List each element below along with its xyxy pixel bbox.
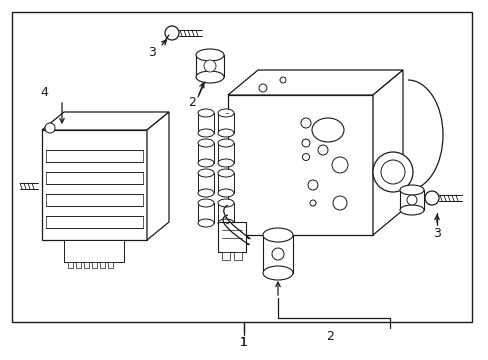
Ellipse shape — [218, 169, 234, 177]
Ellipse shape — [218, 109, 234, 117]
Ellipse shape — [218, 189, 234, 197]
Bar — [198, 173, 214, 193]
Ellipse shape — [198, 109, 214, 117]
Text: 1: 1 — [240, 336, 247, 348]
Ellipse shape — [271, 248, 284, 260]
Bar — [227, 95, 372, 235]
Text: 4: 4 — [40, 86, 48, 99]
Circle shape — [307, 180, 317, 190]
Ellipse shape — [399, 205, 423, 215]
Polygon shape — [227, 70, 402, 95]
Circle shape — [259, 84, 266, 92]
Bar — [46, 172, 142, 184]
Circle shape — [45, 123, 55, 133]
Circle shape — [302, 153, 309, 161]
Ellipse shape — [218, 219, 234, 227]
Text: 3: 3 — [148, 45, 156, 59]
Ellipse shape — [399, 185, 423, 195]
Bar — [42, 130, 147, 240]
Bar — [218, 222, 245, 252]
Circle shape — [331, 157, 347, 173]
Bar — [46, 216, 142, 228]
Ellipse shape — [198, 189, 214, 197]
Ellipse shape — [263, 266, 292, 280]
Bar — [46, 194, 142, 206]
Polygon shape — [372, 70, 402, 235]
Bar — [218, 143, 234, 163]
Circle shape — [424, 191, 438, 205]
Bar — [198, 143, 214, 163]
Bar — [218, 173, 234, 193]
Circle shape — [301, 118, 310, 128]
Bar — [196, 55, 224, 77]
Circle shape — [317, 145, 327, 155]
Bar — [68, 262, 73, 268]
Ellipse shape — [218, 139, 234, 147]
Polygon shape — [42, 112, 169, 130]
Bar — [100, 262, 105, 268]
Text: 3: 3 — [432, 226, 440, 239]
Ellipse shape — [311, 118, 343, 142]
Circle shape — [332, 196, 346, 210]
Circle shape — [372, 152, 412, 192]
Bar — [222, 252, 229, 260]
Ellipse shape — [198, 129, 214, 137]
Text: 2: 2 — [188, 95, 196, 108]
Ellipse shape — [203, 60, 216, 72]
Bar — [84, 262, 89, 268]
Bar — [12, 12, 471, 322]
Bar — [198, 203, 214, 223]
Bar — [76, 262, 81, 268]
Circle shape — [380, 160, 404, 184]
Circle shape — [164, 26, 179, 40]
Bar — [92, 262, 97, 268]
Polygon shape — [147, 112, 169, 240]
Ellipse shape — [198, 219, 214, 227]
Ellipse shape — [196, 49, 224, 61]
Ellipse shape — [198, 159, 214, 167]
Ellipse shape — [198, 139, 214, 147]
Bar — [399, 190, 423, 210]
Circle shape — [309, 200, 315, 206]
Bar — [46, 150, 142, 162]
Ellipse shape — [263, 228, 292, 242]
Ellipse shape — [196, 71, 224, 83]
Text: 2: 2 — [325, 330, 333, 343]
Bar — [218, 113, 234, 133]
Bar — [263, 235, 292, 273]
Bar — [108, 262, 113, 268]
Circle shape — [280, 77, 285, 83]
Bar — [64, 240, 124, 262]
Bar — [198, 113, 214, 133]
Ellipse shape — [406, 195, 416, 205]
Bar — [234, 252, 242, 260]
Circle shape — [302, 139, 309, 147]
Text: 1: 1 — [240, 336, 247, 348]
Ellipse shape — [218, 159, 234, 167]
Ellipse shape — [198, 169, 214, 177]
Bar — [218, 203, 234, 223]
Ellipse shape — [198, 199, 214, 207]
Ellipse shape — [218, 129, 234, 137]
Ellipse shape — [218, 199, 234, 207]
